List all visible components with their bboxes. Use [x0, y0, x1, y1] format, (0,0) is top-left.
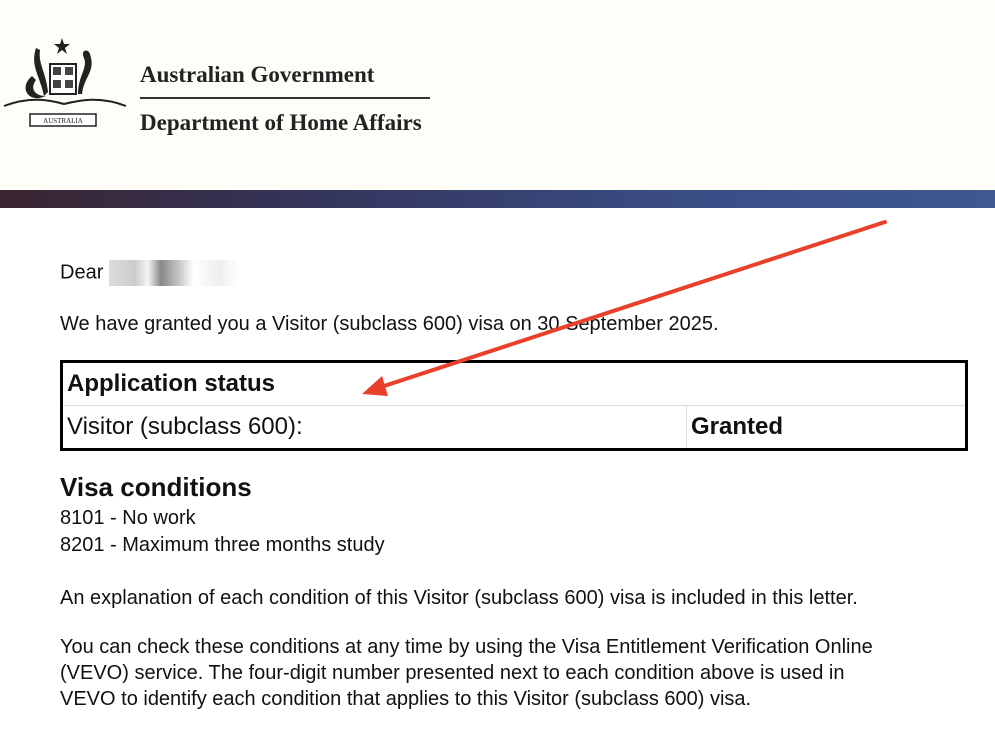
status-value: Granted — [686, 405, 967, 450]
salutation: Dear — [60, 260, 240, 286]
header-band — [0, 190, 995, 208]
vevo-text-line: (VEVO) service. The four-digit number pr… — [60, 662, 845, 684]
motto-text: AUSTRALIA — [43, 117, 83, 125]
divider — [140, 97, 430, 99]
government-title: Australian Government — [140, 62, 375, 87]
coat-of-arms-logo: AUSTRALIA — [3, 38, 127, 127]
vevo-text-line: VEVO to identify each condition that app… — [60, 688, 752, 710]
explanation-text: An explanation of each condition of this… — [60, 587, 858, 609]
department-title: Department of Home Affairs — [140, 110, 422, 135]
condition-item: 8201 - Maximum three months study — [60, 534, 385, 556]
vevo-text-line: You can check these conditions at any ti… — [60, 636, 873, 658]
conditions-heading: Visa conditions — [60, 472, 252, 502]
redacted-name — [109, 260, 240, 286]
condition-item: 8101 - No work — [60, 507, 196, 529]
status-heading: Application status — [67, 370, 276, 397]
letterhead: AUSTRALIA Australian Government Departme… — [0, 0, 995, 190]
status-label: Visitor (subclass 600): — [61, 405, 687, 450]
application-status-table: Application status Visitor (subclass 600… — [60, 360, 968, 451]
salutation-text: Dear — [60, 261, 104, 284]
